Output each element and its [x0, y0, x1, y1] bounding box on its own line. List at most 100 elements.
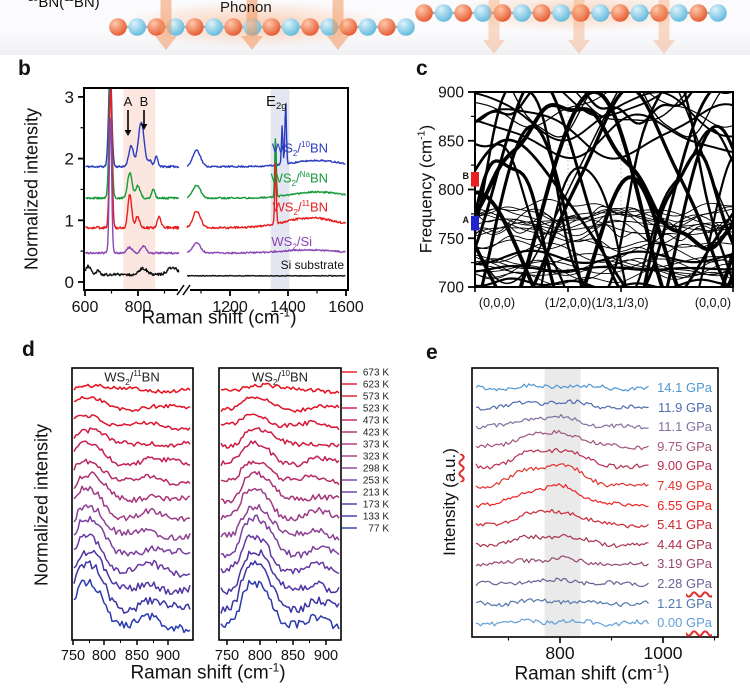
- pressure-label-9.75: 9.75 GPa: [657, 438, 712, 454]
- panel-c-plot: 700 750 800 850 900 (0,0,0) (1/2,0,0) (1/3,1/3,…: [438, 85, 734, 310]
- temp-curve-473K: [220, 440, 340, 468]
- legend-label-373K: 373 K: [363, 440, 389, 451]
- marker-a-label: A: [463, 215, 470, 225]
- boron-atom: [378, 18, 396, 36]
- x-tick-1600: 1600: [328, 299, 364, 316]
- temp-curve-523K: [220, 427, 340, 449]
- pressure-label-2.28: 2.28 GPa: [657, 576, 712, 591]
- phonon-arrow: [327, 0, 349, 50]
- spectrum-ws2-si-right: [187, 241, 346, 255]
- phonon-arrow: [241, 0, 263, 50]
- phonon-branch: [476, 231, 732, 255]
- x-tick-750: 750: [61, 648, 85, 664]
- phonon-branch: [575, 93, 688, 122]
- x-tick-800: 800: [125, 299, 152, 316]
- nitrogen-atom: [670, 4, 688, 22]
- pressure-curve-7.49: [475, 463, 649, 489]
- phonon-branch: [476, 212, 732, 234]
- legend-label-77K: 77 K: [368, 524, 389, 535]
- pressure-label-14.1: 14.1 GPa: [657, 380, 712, 395]
- panel-e-curves: [475, 383, 649, 627]
- nitrogen-atom: [434, 4, 453, 22]
- y-tick-3: 3: [65, 88, 74, 107]
- spectrum-si-substrate: [85, 264, 180, 277]
- boron-atom: [224, 18, 242, 36]
- plot-frame: [471, 367, 719, 638]
- temp-curve-423K: [220, 460, 340, 486]
- spectrum-label-si-substrate: Si substrate: [280, 258, 344, 272]
- temp-curve-298K: [220, 503, 340, 541]
- x-tick-600: 600: [72, 299, 99, 316]
- pressure-curve-5.41: [475, 508, 649, 529]
- arrow-head: [124, 130, 132, 136]
- phonon-branch: [476, 103, 732, 252]
- spectrum-label-ws2-si: WS2/Si: [271, 234, 312, 252]
- x-tick-1000: 1000: [644, 643, 683, 663]
- boron-atom: [454, 4, 473, 22]
- atom-chain: [109, 18, 415, 36]
- panel-e-plot: 800 1000: [471, 367, 719, 663]
- temp-curve-133K: [220, 560, 340, 614]
- pressure-curve-11.1: [475, 413, 649, 430]
- nitrogen-atom: [358, 18, 377, 36]
- y-tick-2: 2: [65, 150, 74, 169]
- phonon-label: Phonon: [220, 0, 272, 16]
- spectrum-label-ws2-10bn: WS2/10BN: [271, 140, 328, 158]
- temp-curve-253K: [73, 515, 191, 557]
- nitrogen-atom: [397, 18, 415, 36]
- legend-label-673K: 673 K: [363, 368, 389, 379]
- legend-label-253K: 253 K: [363, 476, 389, 487]
- freq-tick-900: 900: [438, 85, 464, 102]
- panel-b-plot: 600 800 1200 1400 1600 0 1 2 3 A B E2g: [65, 87, 364, 316]
- temp-curve-623K: [220, 396, 340, 413]
- marker-a: [471, 215, 479, 231]
- spectrum-ws2-11bn-right: [186, 162, 347, 230]
- spellcheck-squiggle-au: a.u.: [440, 453, 459, 483]
- temp-curve-423K: [73, 458, 191, 486]
- panel-d-curves-0: [73, 383, 191, 634]
- legend-label-298K: 298 K: [363, 464, 389, 475]
- temp-curve-623K: [73, 395, 191, 413]
- spectrum-label-ws2-nabn: WS2/NaBN: [270, 170, 328, 188]
- phonon-branch: [476, 93, 732, 125]
- nitrogen-atom: [591, 4, 610, 22]
- temp-curve-173K: [220, 549, 340, 595]
- nitrogen-atom: [630, 4, 649, 22]
- annotation-a: A: [124, 94, 133, 109]
- temp-curve-573K: [220, 413, 340, 431]
- panel-d-curves-1: [220, 382, 340, 630]
- phonon-branch: [476, 103, 732, 160]
- phonon-arrow: [483, 0, 505, 54]
- x-tick-1400: 1400: [270, 299, 306, 316]
- phonon-branch: [476, 269, 732, 285]
- phonon-branch: [476, 198, 732, 217]
- temp-curve-523K: [73, 427, 191, 448]
- x-tick-800: 800: [248, 648, 272, 664]
- freq-tick-850: 850: [438, 133, 464, 150]
- pressure-label-7.49: 7.49 GPa: [657, 478, 712, 493]
- pressure-curve-2.28: [475, 577, 649, 588]
- temp-curve-673K: [73, 383, 191, 394]
- panel-d-axes-0: 750 800 850 900: [61, 640, 180, 664]
- phonon-bands: [476, 93, 732, 286]
- boron-atom: [493, 4, 512, 22]
- x-tick-750: 750: [215, 648, 239, 664]
- boron-atom: [689, 4, 708, 22]
- atom-chain-graphic: [109, 0, 727, 54]
- nitrogen-atom: [709, 4, 727, 22]
- legend-label-573K: 573 K: [363, 392, 389, 403]
- temp-curve-133K: [73, 560, 191, 614]
- boron-atom: [532, 4, 551, 22]
- spectrum-ws2-si: [85, 117, 180, 255]
- legend-label-323K: 323 K: [363, 452, 389, 463]
- arrow-head: [140, 124, 148, 130]
- phonon-branch: [476, 260, 732, 277]
- spectrum-ws2-11bn: [85, 89, 180, 230]
- x-tick-800: 800: [92, 648, 116, 664]
- phonon-branch: [518, 93, 732, 286]
- nitrogen-atom: [552, 4, 570, 22]
- panel-d-title-11bn: WS2/11BN: [104, 369, 160, 387]
- pressure-curve-3.19: [475, 555, 649, 567]
- spectrum-label-ws2-11bn: WS2/11BN: [272, 199, 328, 217]
